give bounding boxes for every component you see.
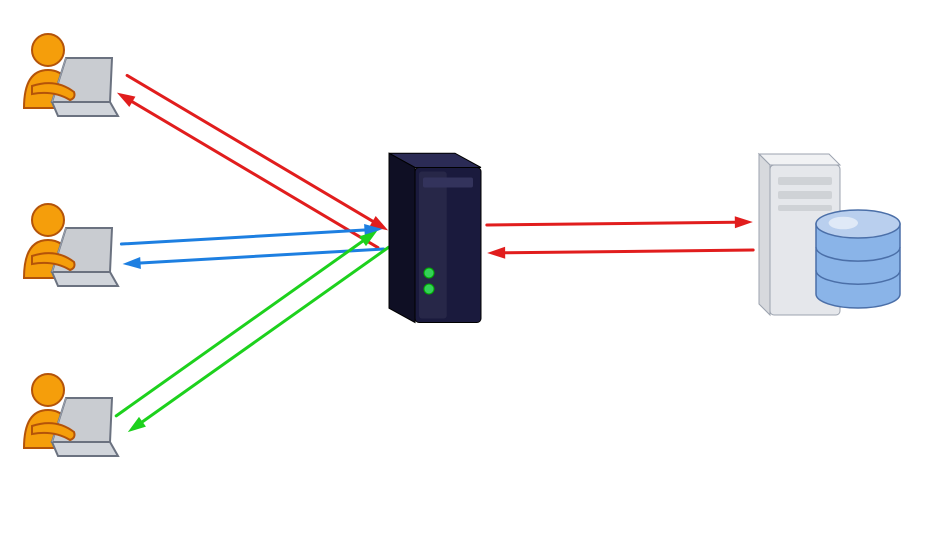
user-laptop-icon bbox=[24, 374, 118, 456]
arrow bbox=[128, 247, 389, 432]
arrow bbox=[487, 247, 753, 259]
arrow bbox=[116, 231, 377, 416]
user-laptop-icon bbox=[24, 204, 118, 286]
network-diagram bbox=[0, 0, 937, 560]
server-tower-icon bbox=[389, 153, 481, 322]
arrow bbox=[117, 93, 378, 248]
arrow bbox=[127, 75, 388, 230]
arrow bbox=[487, 216, 753, 228]
arrow bbox=[123, 249, 384, 269]
server-database-icon bbox=[759, 154, 900, 315]
user-laptop-icon bbox=[24, 34, 118, 116]
nodes-layer bbox=[24, 34, 900, 456]
